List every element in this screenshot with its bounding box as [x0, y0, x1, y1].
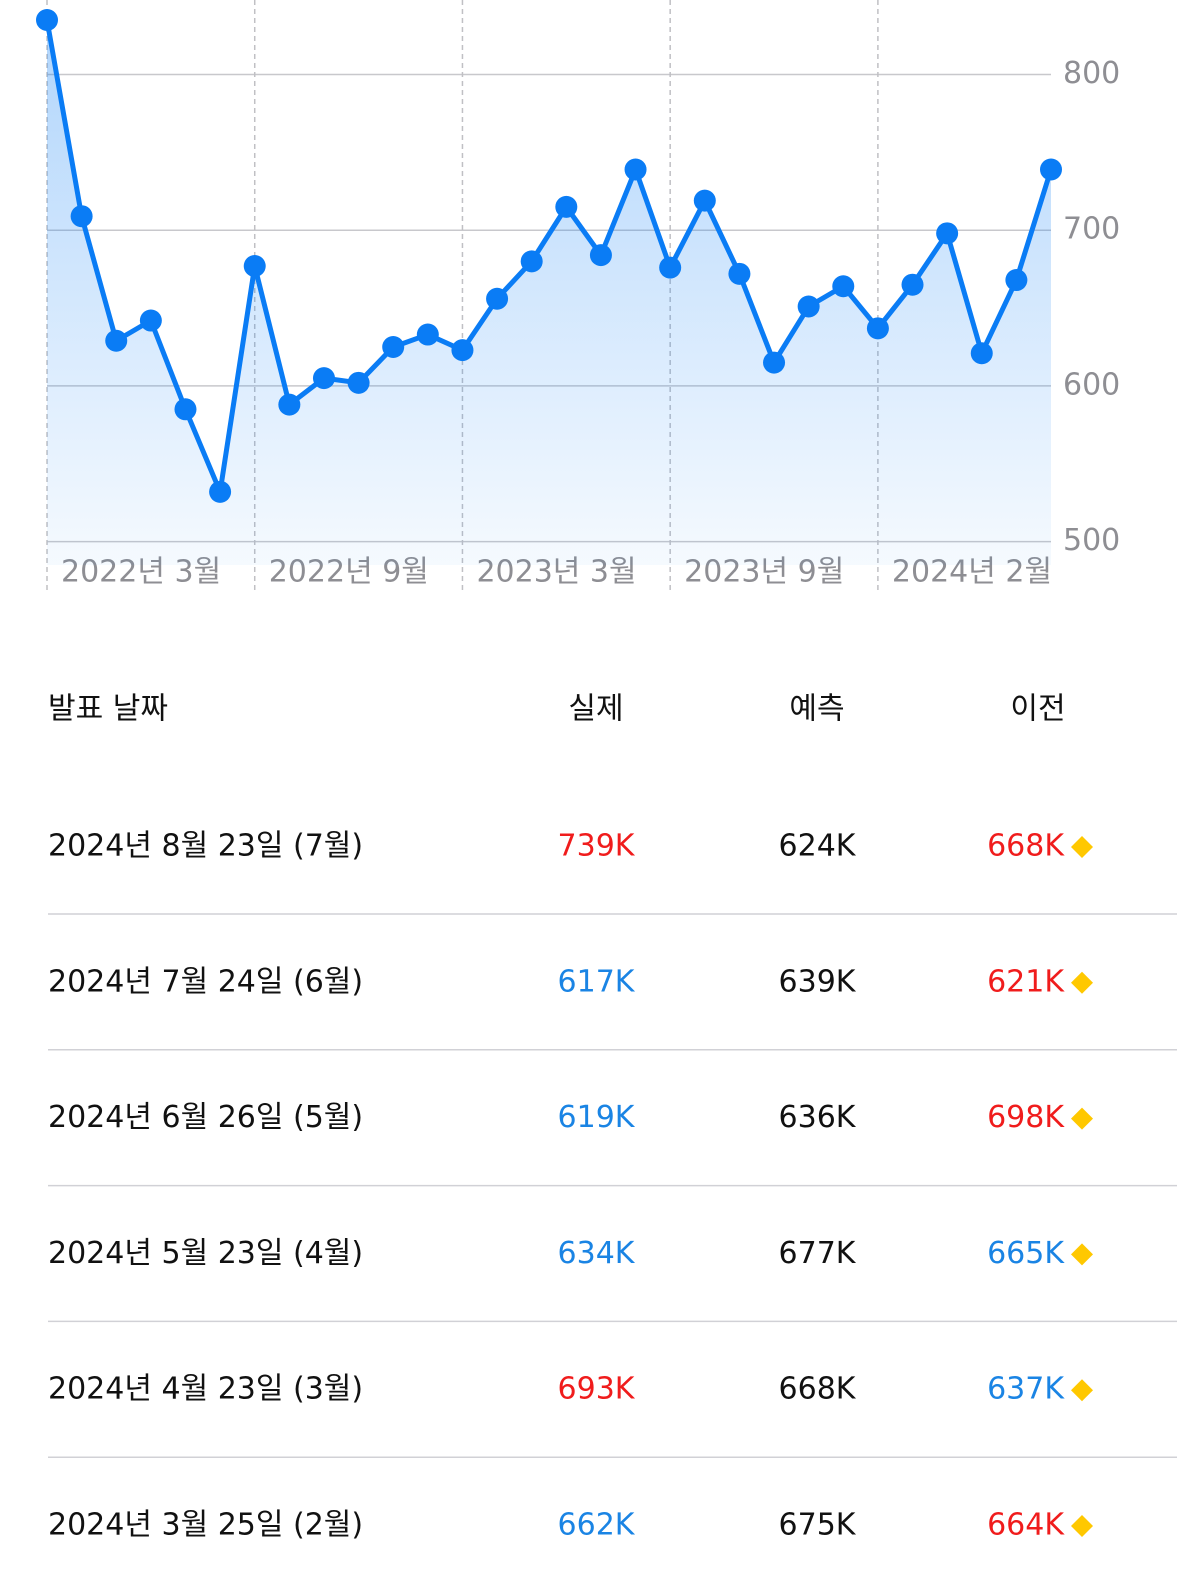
point — [763, 351, 786, 374]
point — [589, 244, 612, 267]
point — [797, 295, 820, 318]
point — [174, 398, 197, 421]
point — [901, 273, 924, 296]
forecast: 668K — [779, 1372, 857, 1407]
actual: 662K — [558, 1508, 636, 1543]
point — [243, 255, 266, 278]
point — [1040, 158, 1062, 181]
previous: 621K — [987, 964, 1065, 999]
date: 2024년 7월 24일 (6월) — [48, 964, 363, 999]
point — [382, 336, 405, 358]
forecast: 639K — [779, 964, 857, 999]
forecast: 636K — [779, 1100, 857, 1135]
point — [970, 342, 993, 365]
actual: 693K — [558, 1372, 636, 1407]
previous: 665K — [987, 1236, 1065, 1271]
revised-icon — [1071, 1515, 1093, 1537]
revised-icon — [1071, 1243, 1093, 1266]
point — [36, 9, 58, 31]
point — [520, 250, 543, 273]
area — [47, 20, 1051, 565]
table-header: 발표 날짜 — [48, 692, 168, 727]
point — [70, 205, 93, 228]
point — [486, 287, 509, 310]
previous: 664K — [987, 1508, 1065, 1543]
point — [693, 189, 716, 212]
y-tick-label: 600 — [1063, 367, 1120, 402]
actual: 634K — [558, 1236, 636, 1271]
revised-icon — [1071, 971, 1093, 994]
revised-icon — [1071, 836, 1093, 858]
point — [139, 309, 162, 332]
point — [866, 317, 889, 340]
forecast: 677K — [779, 1236, 857, 1271]
point — [416, 323, 439, 346]
point — [659, 256, 682, 279]
revised-icon — [1071, 1379, 1093, 1402]
actual: 617K — [558, 964, 636, 999]
point — [728, 262, 751, 285]
point — [209, 480, 232, 503]
date: 2024년 5월 23일 (4월) — [48, 1236, 363, 1271]
previous: 698K — [987, 1100, 1065, 1135]
y-tick-label: 700 — [1063, 212, 1120, 247]
date: 2024년 8월 23일 (7월) — [48, 829, 363, 864]
point — [555, 195, 578, 218]
y-tick-label: 500 — [1063, 523, 1120, 558]
point — [624, 158, 647, 181]
point — [278, 393, 301, 416]
previous: 637K — [987, 1372, 1065, 1407]
revised-icon — [1071, 1107, 1093, 1130]
date: 2024년 3월 25일 (2월) — [48, 1508, 363, 1543]
point — [347, 371, 370, 394]
table-header: 실제 — [568, 692, 623, 727]
forecast: 675K — [779, 1508, 857, 1543]
actual: 619K — [558, 1100, 636, 1135]
forecast: 624K — [779, 829, 857, 864]
point — [936, 222, 959, 245]
y-tick-label: 800 — [1063, 56, 1120, 91]
point — [832, 275, 855, 298]
date: 2024년 6월 26일 (5월) — [48, 1100, 363, 1135]
point — [451, 339, 474, 362]
point — [105, 329, 128, 352]
previous: 668K — [987, 829, 1065, 864]
point — [1005, 269, 1028, 292]
table-header: 이전 — [1010, 692, 1065, 727]
table-header: 예측 — [789, 692, 844, 727]
actual: 739K — [558, 829, 636, 864]
date: 2024년 4월 23일 (3월) — [48, 1372, 363, 1407]
point — [312, 367, 335, 390]
